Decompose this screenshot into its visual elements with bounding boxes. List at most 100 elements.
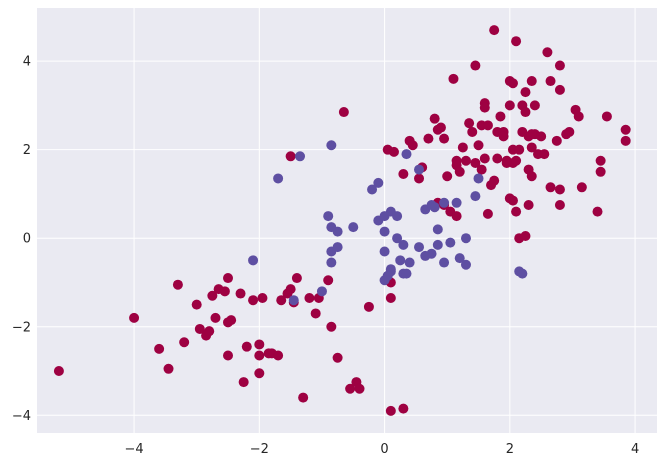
y-axis-tick-labels: −4 −2 0 2 4	[12, 55, 31, 424]
data-point	[507, 195, 518, 206]
data-point	[551, 135, 562, 146]
data-point	[379, 226, 390, 237]
data-point	[526, 129, 537, 140]
data-point	[332, 352, 343, 363]
data-point	[248, 255, 259, 266]
data-point	[348, 222, 359, 233]
data-point	[254, 350, 265, 361]
data-point	[407, 140, 418, 151]
data-point	[316, 286, 327, 297]
data-point	[492, 153, 503, 164]
data-point	[470, 157, 481, 168]
data-point	[273, 173, 284, 184]
data-point	[207, 290, 218, 301]
data-point	[401, 268, 412, 279]
data-point	[504, 100, 515, 111]
data-point	[248, 295, 259, 306]
data-point	[276, 295, 287, 306]
data-point	[620, 124, 631, 135]
data-point	[467, 126, 478, 137]
data-point	[219, 286, 230, 297]
data-point	[226, 315, 237, 326]
y-tick-label: 2	[23, 143, 31, 158]
data-point	[457, 142, 468, 153]
data-point	[404, 257, 415, 268]
y-tick-label: 0	[23, 232, 31, 247]
data-point	[426, 200, 437, 211]
data-point	[367, 184, 378, 195]
data-point	[414, 164, 425, 175]
data-point	[498, 131, 509, 142]
data-point	[460, 233, 471, 244]
data-point	[354, 383, 365, 394]
data-point	[291, 273, 302, 284]
data-point	[511, 206, 522, 217]
data-point	[529, 100, 540, 111]
data-point	[470, 191, 481, 202]
data-point	[542, 47, 553, 58]
data-point	[295, 151, 306, 162]
data-point	[526, 171, 537, 182]
data-point	[420, 250, 431, 261]
data-point	[345, 383, 356, 394]
data-point	[479, 102, 490, 113]
data-point	[514, 144, 525, 155]
data-point	[254, 368, 265, 379]
data-point	[398, 169, 409, 180]
data-point	[451, 211, 462, 222]
data-point	[564, 126, 575, 137]
data-point	[554, 60, 565, 71]
data-point	[435, 122, 446, 133]
y-tick-label: −2	[12, 320, 31, 335]
data-point	[432, 239, 443, 250]
data-point	[460, 259, 471, 270]
x-axis-tick-labels: −4 −2 0 2 4	[124, 442, 639, 457]
data-point	[473, 173, 484, 184]
data-point	[414, 173, 425, 184]
data-point	[326, 321, 337, 332]
data-point	[489, 25, 500, 36]
data-point	[554, 200, 565, 211]
data-point	[482, 208, 493, 219]
data-point	[392, 233, 403, 244]
data-point	[479, 153, 490, 164]
data-point	[129, 312, 140, 323]
data-point	[323, 211, 334, 222]
data-point	[523, 200, 534, 211]
data-point	[620, 135, 631, 146]
data-point	[554, 184, 565, 195]
data-point	[432, 224, 443, 235]
data-point	[223, 273, 234, 284]
data-point	[439, 197, 450, 208]
data-point	[460, 155, 471, 166]
data-point	[385, 405, 396, 416]
data-point	[473, 140, 484, 151]
data-point	[601, 111, 612, 122]
data-point	[204, 326, 215, 337]
data-point	[429, 113, 440, 124]
data-point	[191, 299, 202, 310]
data-point	[536, 131, 547, 142]
data-point	[388, 146, 399, 157]
data-point	[526, 76, 537, 87]
data-point	[401, 149, 412, 160]
data-point	[476, 164, 487, 175]
data-point	[326, 140, 337, 151]
data-point	[179, 337, 190, 348]
data-point	[235, 288, 246, 299]
data-point	[210, 312, 221, 323]
data-point	[451, 197, 462, 208]
data-point	[576, 182, 587, 193]
data-point	[545, 182, 556, 193]
data-point	[326, 257, 337, 268]
data-point	[595, 155, 606, 166]
data-point	[398, 239, 409, 250]
data-point	[392, 211, 403, 222]
y-tick-label: 4	[23, 55, 31, 70]
data-point	[257, 292, 268, 303]
data-points	[53, 25, 631, 416]
data-point	[223, 350, 234, 361]
data-point	[154, 343, 165, 354]
data-point	[448, 73, 459, 84]
data-point	[241, 341, 252, 352]
